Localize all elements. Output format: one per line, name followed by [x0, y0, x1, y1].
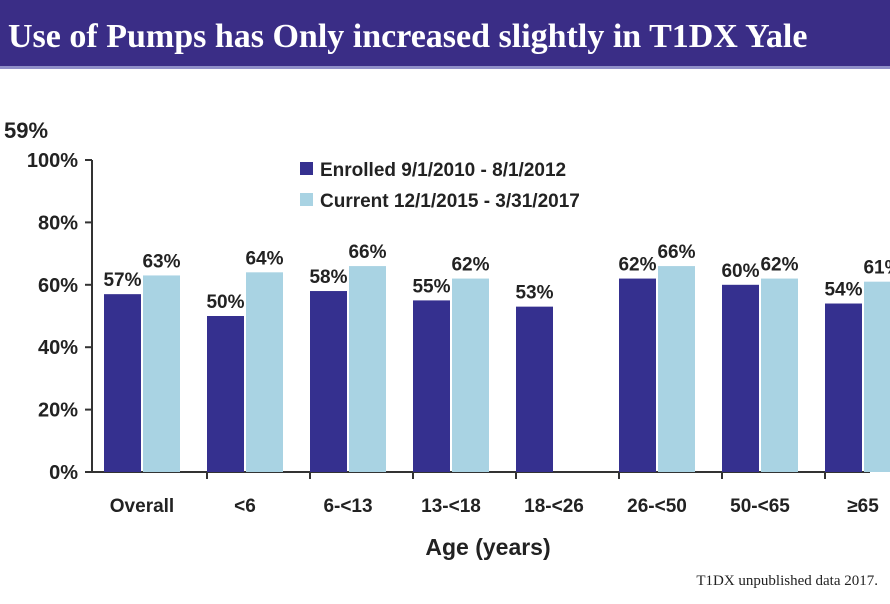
bar — [761, 278, 798, 472]
data-label: 54% — [824, 280, 862, 301]
title-bar: Use of Pumps has Only increased slightly… — [0, 0, 890, 66]
bar — [310, 291, 347, 472]
footnote: T1DX unpublished data 2017. — [696, 573, 878, 589]
x-tick-label: ≥65 — [847, 496, 879, 517]
x-tick-label: 13-<18 — [421, 496, 481, 517]
data-label: 62% — [760, 255, 798, 276]
x-tick-label: 6-<13 — [323, 496, 372, 517]
x-tick-label: 18-<26 — [524, 496, 584, 517]
data-label: 64% — [245, 248, 283, 269]
bar — [246, 272, 283, 472]
bars — [104, 266, 890, 472]
data-label: 58% — [309, 267, 347, 288]
bar — [349, 266, 386, 472]
data-label: 50% — [206, 292, 244, 313]
x-tick-label: <6 — [234, 496, 256, 517]
data-label: 63% — [142, 251, 180, 272]
data-label: 61% — [863, 258, 890, 279]
data-label: 60% — [721, 261, 759, 282]
bar — [658, 266, 695, 472]
data-label: 57% — [103, 270, 141, 291]
legend-label: Enrolled 9/1/2010 - 8/1/2012 — [320, 160, 566, 181]
data-label: 66% — [657, 242, 695, 263]
x-tick-label: 26-<50 — [627, 496, 687, 517]
bar — [722, 284, 759, 472]
bar — [413, 300, 450, 472]
bar — [104, 294, 141, 472]
labels: 57%50%58% 55% 53%62% 60%54%63% 64% 66%62%66%6… — [103, 242, 890, 313]
title-divider — [0, 66, 890, 69]
bar — [143, 275, 180, 472]
bar — [825, 303, 862, 472]
y-tick-label: 20% — [38, 400, 78, 422]
legend-swatch — [300, 193, 313, 206]
x-tick-label: 50-<65 — [730, 496, 790, 517]
legend: Enrolled 9/1/2010 - 8/1/2012 Current 12/1… — [300, 160, 580, 212]
x-tick-label: Overall — [110, 496, 174, 517]
data-label: 62% — [618, 255, 656, 276]
slide-title: Use of Pumps has Only increased slightly… — [8, 18, 808, 55]
bar — [452, 278, 489, 472]
bar — [619, 278, 656, 472]
y-tick-label: 100% — [27, 150, 78, 172]
data-label: 66% — [348, 242, 386, 263]
legend-swatch — [300, 162, 313, 175]
data-label: 55% — [412, 276, 450, 297]
corner-value: 59% — [4, 118, 49, 143]
data-label: 53% — [515, 283, 553, 304]
y-tick-label: 60% — [38, 275, 78, 297]
y-tick-label: 0% — [49, 462, 78, 484]
bar — [207, 316, 244, 472]
x-axis-title: Age (years) — [425, 534, 550, 560]
y-tick-label: 80% — [38, 212, 78, 234]
data-label: 62% — [451, 255, 489, 276]
bar — [864, 281, 890, 472]
legend-label: Current 12/1/2015 - 3/31/2017 — [320, 191, 580, 212]
bar — [516, 306, 553, 472]
y-tick-label: 40% — [38, 337, 78, 359]
